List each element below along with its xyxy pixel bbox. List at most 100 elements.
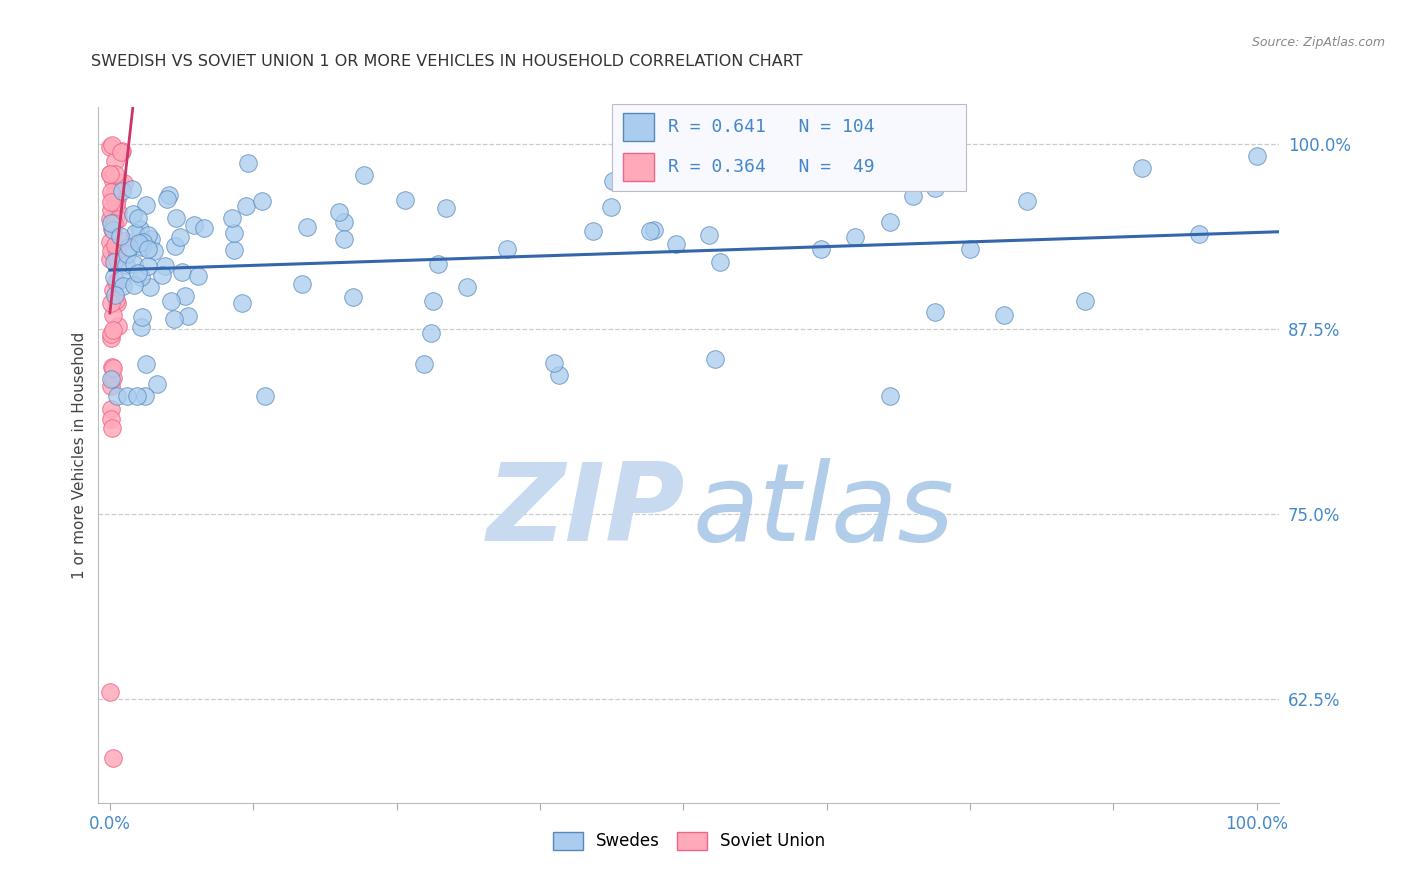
Point: [222, 226, 245, 240]
Point: [101, 308, 124, 322]
Point: [139, 231, 162, 245]
Point: [295, 219, 318, 234]
Point: [1188, 227, 1211, 241]
Point: [100, 211, 122, 226]
Point: [333, 232, 356, 246]
Point: [1130, 161, 1153, 175]
Point: [250, 194, 273, 208]
Point: [100, 203, 122, 218]
Point: [103, 255, 125, 269]
Point: [100, 185, 122, 199]
Text: R = 0.641   N = 104: R = 0.641 N = 104: [668, 118, 875, 136]
Point: [993, 308, 1015, 322]
Point: [547, 368, 569, 382]
Point: [104, 275, 127, 289]
Point: [127, 389, 149, 403]
Point: [107, 205, 129, 219]
Point: [134, 389, 156, 403]
Point: [100, 195, 122, 210]
Point: [100, 167, 122, 181]
Point: [107, 252, 129, 267]
Point: [101, 323, 124, 337]
Point: [107, 247, 129, 261]
Point: [901, 189, 924, 203]
Point: [101, 751, 124, 765]
Text: R = 0.364   N =  49: R = 0.364 N = 49: [668, 158, 875, 176]
Point: [643, 223, 665, 237]
Point: [103, 174, 125, 188]
Point: [127, 266, 149, 280]
Point: [124, 226, 146, 240]
Point: [236, 155, 259, 169]
Point: [128, 235, 150, 250]
Point: [103, 216, 125, 230]
Point: [456, 280, 478, 294]
Point: [222, 243, 245, 257]
Point: [121, 182, 143, 196]
Point: [142, 244, 165, 259]
Legend: Swedes, Soviet Union: Swedes, Soviet Union: [546, 825, 832, 857]
Point: [924, 180, 946, 194]
Point: [122, 277, 145, 292]
Point: [165, 239, 187, 253]
Point: [115, 258, 138, 272]
Point: [697, 228, 720, 243]
Point: [165, 211, 187, 225]
Point: [115, 389, 138, 403]
Point: [394, 193, 416, 207]
Point: [136, 259, 159, 273]
Point: [132, 235, 155, 249]
Point: [600, 201, 623, 215]
Point: [101, 421, 124, 435]
Text: SWEDISH VS SOVIET UNION 1 OR MORE VEHICLES IN HOUSEHOLD CORRELATION CHART: SWEDISH VS SOVIET UNION 1 OR MORE VEHICL…: [91, 54, 803, 69]
Text: Source: ZipAtlas.com: Source: ZipAtlas.com: [1251, 36, 1385, 49]
Point: [177, 309, 200, 323]
Text: ZIP: ZIP: [486, 458, 685, 564]
Point: [114, 234, 136, 248]
Point: [103, 223, 125, 237]
Point: [1017, 194, 1039, 208]
Point: [174, 289, 197, 303]
Point: [129, 319, 152, 334]
Point: [112, 176, 135, 190]
Point: [105, 192, 128, 206]
Point: [1073, 293, 1095, 308]
Point: [100, 401, 122, 416]
Point: [434, 201, 457, 215]
Point: [153, 259, 176, 273]
Point: [328, 205, 350, 219]
Point: [100, 252, 122, 266]
Point: [160, 293, 183, 308]
Text: atlas: atlas: [693, 458, 955, 563]
Point: [613, 146, 636, 161]
Point: [100, 140, 122, 154]
Point: [291, 277, 314, 292]
Point: [100, 296, 122, 310]
Point: [810, 242, 832, 256]
Point: [104, 167, 127, 181]
Point: [117, 247, 139, 261]
Point: [156, 192, 179, 206]
Point: [118, 240, 141, 254]
Point: [581, 224, 603, 238]
Point: [638, 224, 661, 238]
Point: [139, 279, 162, 293]
Point: [169, 230, 191, 244]
Point: [129, 270, 152, 285]
Point: [110, 145, 132, 159]
Point: [131, 310, 153, 324]
Point: [221, 211, 243, 226]
Point: [193, 221, 215, 235]
Point: [101, 361, 124, 376]
Point: [420, 326, 443, 341]
Point: [127, 211, 149, 225]
Point: [105, 295, 128, 310]
Point: [100, 331, 122, 345]
Point: [150, 268, 173, 282]
Point: [146, 376, 169, 391]
Point: [136, 243, 159, 257]
Point: [108, 229, 131, 244]
Y-axis label: 1 or more Vehicles in Household: 1 or more Vehicles in Household: [72, 331, 87, 579]
Point: [101, 188, 124, 202]
Point: [103, 269, 125, 284]
